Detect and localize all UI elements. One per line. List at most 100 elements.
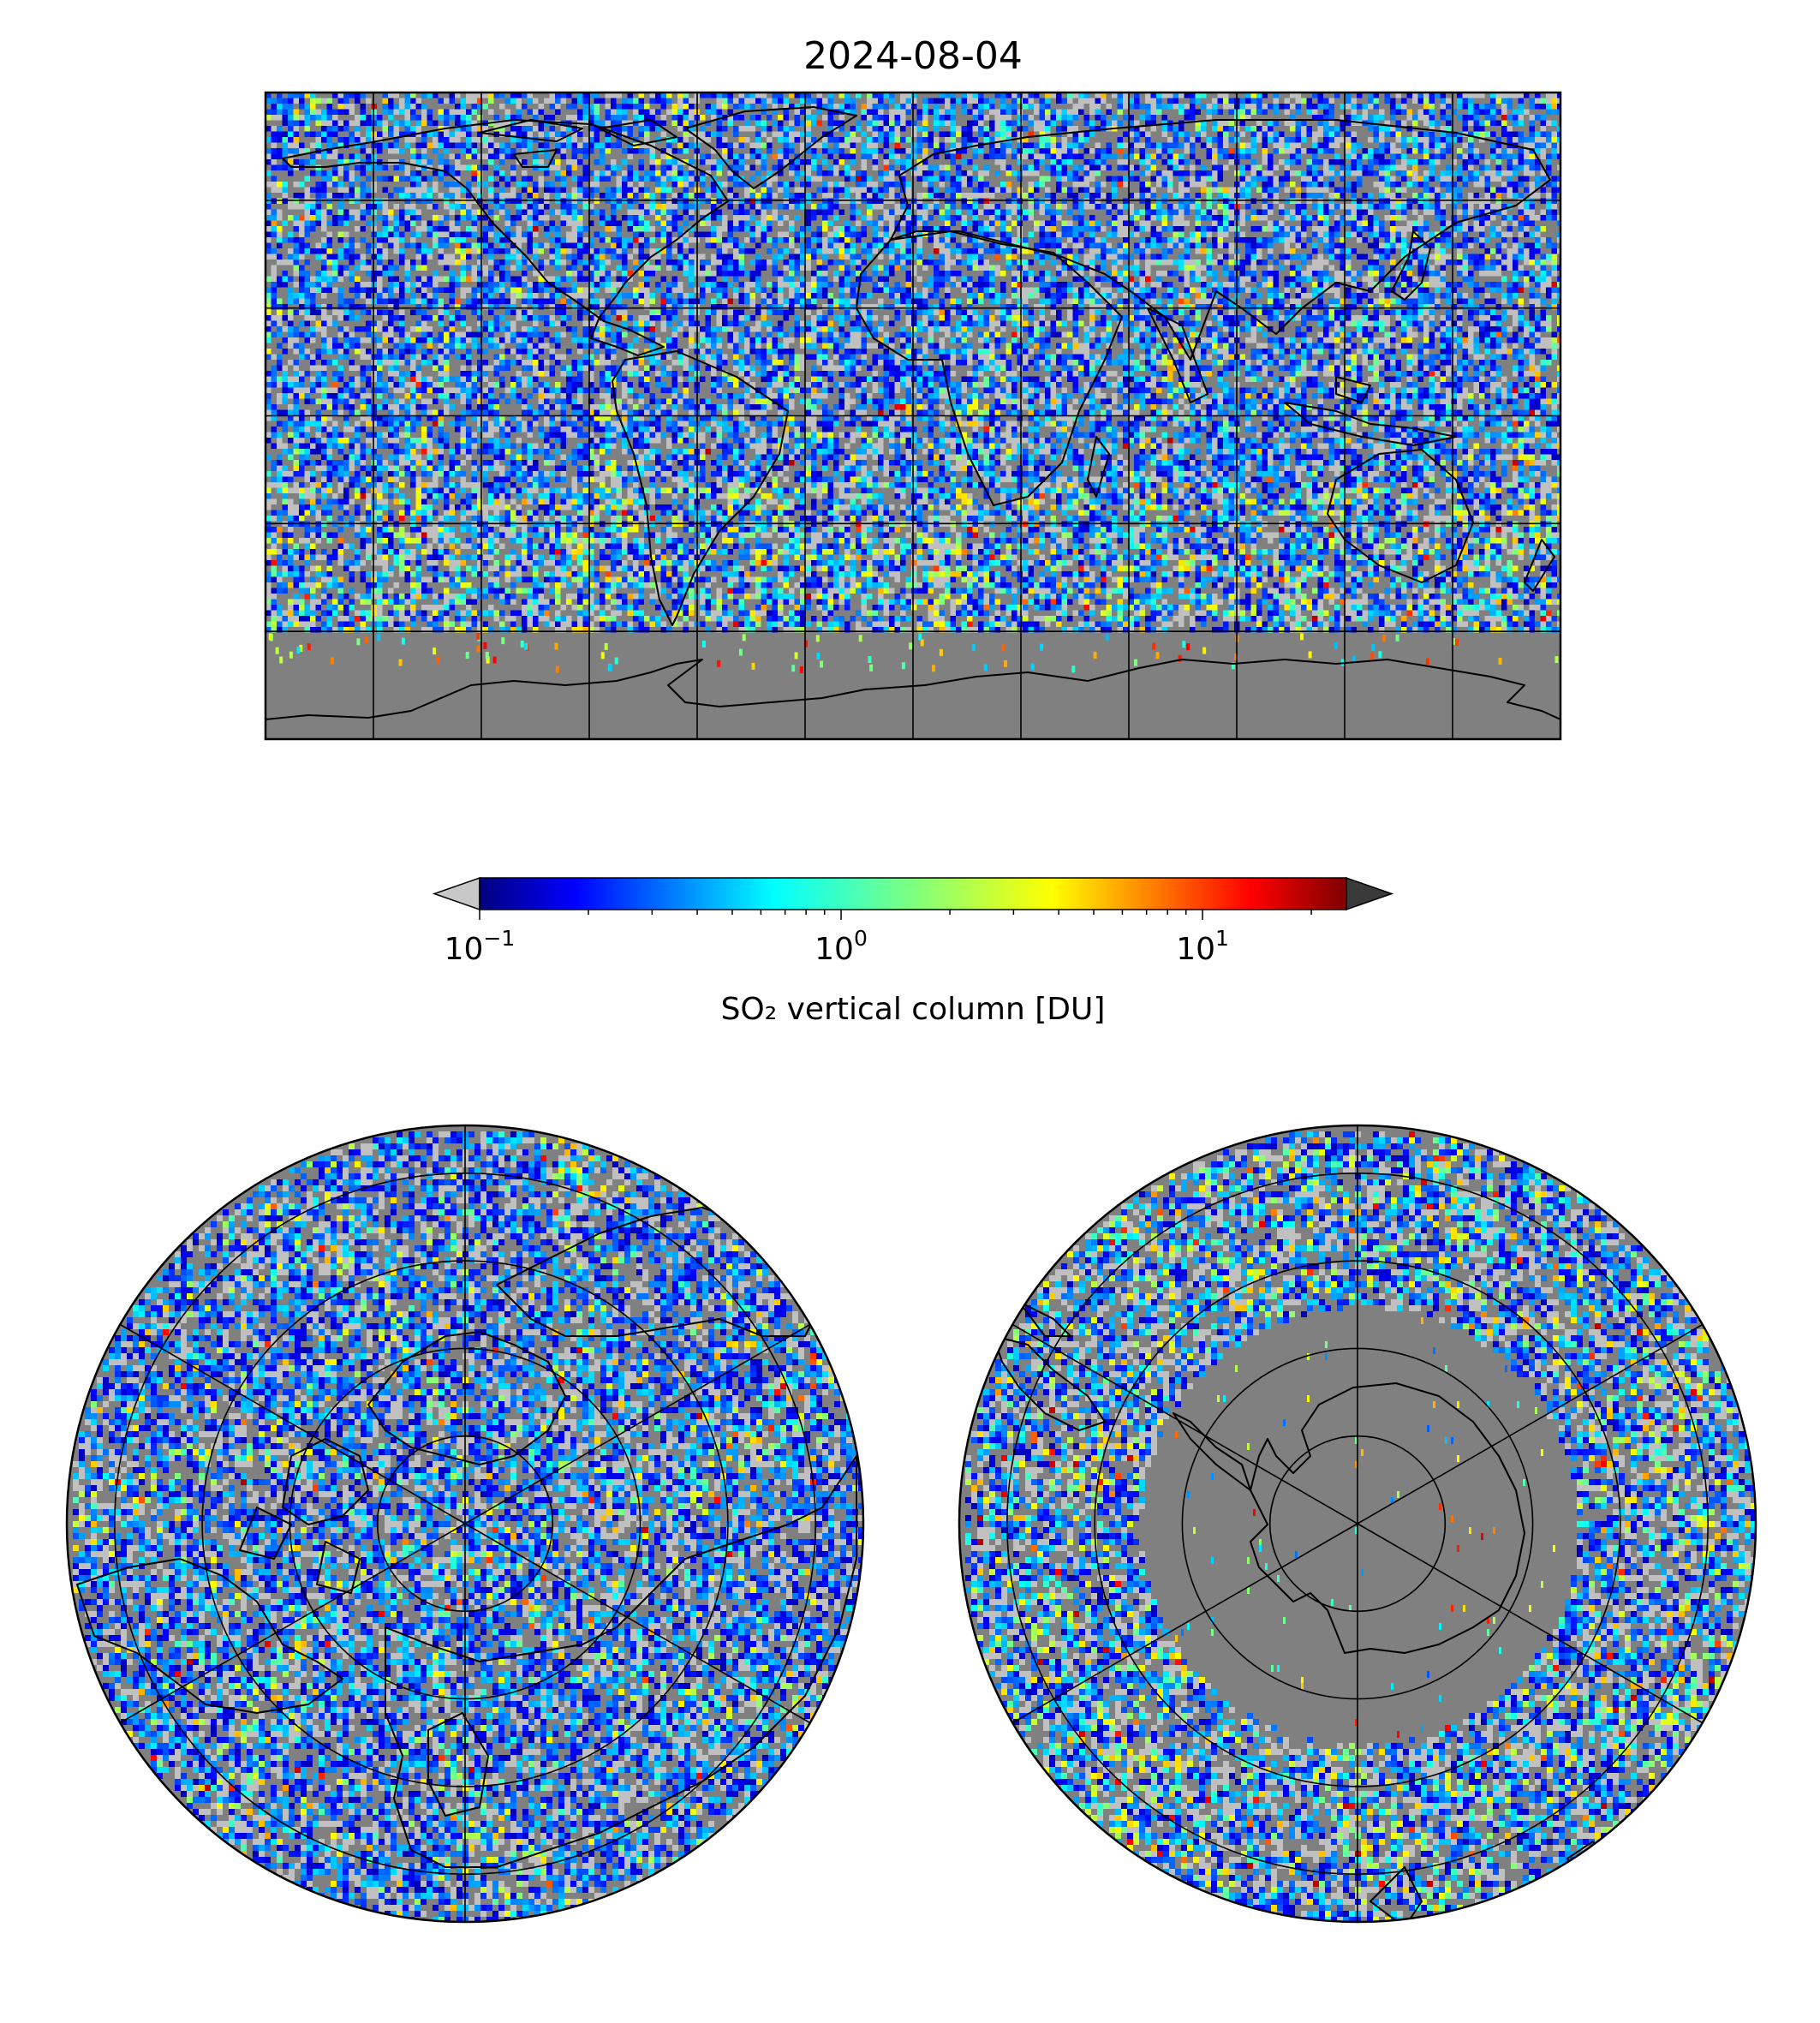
so2-pixel [427, 248, 433, 254]
so2-pixel [1323, 215, 1329, 221]
so2-pixel [415, 176, 421, 182]
so2-pixel [438, 248, 444, 254]
so2-pixel [1201, 237, 1207, 243]
so2-pixel [1089, 126, 1095, 132]
so2-pixel [1295, 120, 1301, 126]
so2-pixel [1435, 254, 1441, 260]
so2-pixel [905, 153, 911, 159]
so2-pixel [455, 115, 461, 121]
so2-pixel [1083, 170, 1089, 176]
so2-pixel [1106, 142, 1112, 148]
so2-pixel [1268, 137, 1274, 143]
so2-pixel [1468, 148, 1474, 154]
so2-pixel [761, 164, 767, 170]
so2-pixel [1072, 148, 1078, 154]
so2-pixel [1184, 137, 1190, 143]
so2-pixel [271, 182, 277, 188]
so2-pixel [1161, 215, 1167, 221]
so2-pixel [1435, 92, 1441, 98]
so2-pixel [1284, 237, 1290, 243]
so2-pixel [666, 159, 672, 165]
so2-pixel [271, 164, 277, 170]
so2-pixel [1228, 215, 1234, 221]
so2-pixel [671, 198, 677, 204]
so2-pixel [471, 170, 477, 176]
so2-pixel [867, 220, 873, 226]
so2-pixel [1072, 170, 1078, 176]
so2-pixel [900, 109, 906, 115]
so2-pixel [1457, 220, 1463, 226]
so2-pixel [594, 254, 600, 260]
so2-pixel [867, 204, 873, 210]
so2-pixel [1451, 159, 1457, 165]
so2-pixel [266, 220, 272, 226]
so2-pixel [1484, 237, 1490, 243]
so2-pixel [1106, 104, 1112, 110]
so2-pixel [299, 226, 305, 232]
so2-pixel [1406, 137, 1412, 143]
so2-pixel [1206, 209, 1212, 215]
so2-pixel [482, 248, 488, 254]
so2-pixel [1028, 148, 1034, 154]
so2-pixel [1529, 182, 1535, 188]
so2-pixel [600, 153, 606, 159]
so2-pixel [1273, 226, 1279, 232]
so2-pixel [1095, 159, 1101, 165]
so2-pixel [1490, 153, 1496, 159]
so2-pixel [994, 248, 1000, 254]
so2-pixel [271, 126, 277, 132]
so2-pixel [1000, 231, 1006, 237]
so2-pixel [571, 215, 577, 221]
so2-pixel [266, 209, 272, 215]
so2-pixel [1317, 215, 1323, 221]
so2-pixel [1357, 198, 1363, 204]
so2-pixel [1295, 254, 1301, 260]
so2-pixel [989, 193, 995, 199]
so2-pixel [337, 237, 343, 243]
so2-pixel [889, 137, 895, 143]
so2-pixel [867, 198, 873, 204]
so2-pixel [700, 209, 706, 215]
so2-pixel [404, 92, 410, 98]
so2-pixel [1083, 159, 1089, 165]
so2-pixel [738, 226, 744, 232]
so2-pixel [1423, 231, 1429, 237]
so2-pixel [399, 120, 405, 126]
so2-pixel [744, 153, 750, 159]
so2-pixel [360, 254, 366, 260]
so2-pixel [655, 137, 661, 143]
so2-pixel [616, 115, 622, 121]
so2-pixel [911, 237, 917, 243]
so2-pixel [1212, 198, 1218, 204]
so2-pixel [1395, 164, 1401, 170]
so2-pixel [310, 109, 316, 115]
so2-pixel [744, 209, 750, 215]
so2-pixel [421, 120, 427, 126]
so2-pixel [711, 115, 717, 121]
so2-pixel [282, 159, 288, 165]
so2-pixel [415, 98, 421, 104]
so2-pixel [1190, 176, 1196, 182]
so2-pixel [794, 159, 800, 165]
so2-pixel [1518, 104, 1524, 110]
so2-pixel [1101, 242, 1107, 248]
so2-pixel [1089, 242, 1095, 248]
so2-pixel [1239, 193, 1245, 199]
so2-pixel [1312, 131, 1318, 137]
so2-pixel [560, 153, 566, 159]
so2-pixel [989, 126, 995, 132]
so2-pixel [1184, 260, 1190, 266]
so2-pixel [321, 126, 327, 132]
so2-pixel [1095, 193, 1101, 199]
so2-pixel [972, 98, 978, 104]
so2-pixel [1284, 242, 1290, 248]
so2-pixel [838, 248, 844, 254]
so2-pixel [1507, 215, 1513, 221]
so2-pixel [733, 159, 739, 165]
so2-pixel [277, 164, 283, 170]
so2-pixel [761, 260, 767, 266]
so2-pixel [1328, 164, 1334, 170]
so2-pixel [1028, 104, 1034, 110]
so2-pixel [488, 176, 494, 182]
so2-pixel [1101, 120, 1107, 126]
